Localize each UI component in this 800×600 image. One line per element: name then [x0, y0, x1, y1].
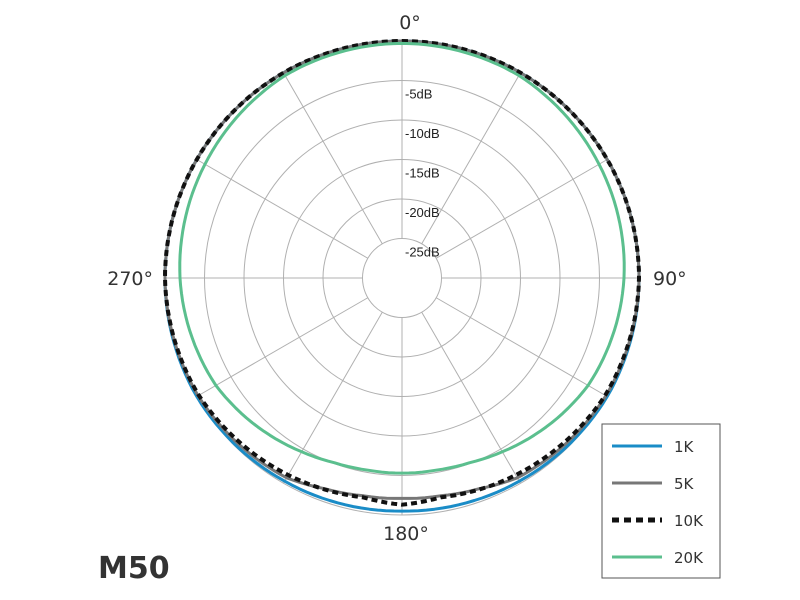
legend-label-5k: 5K [674, 475, 695, 493]
series-line-20k [178, 41, 626, 475]
legend-label-10k: 10K [674, 512, 704, 530]
series-lines [163, 39, 641, 513]
grid-spoke [435, 297, 608, 397]
angle-label-180: 180° [383, 523, 429, 545]
grid-spoke [283, 311, 383, 484]
ring-label: -20dB [405, 205, 440, 220]
legend-label-20k: 20K [674, 549, 704, 567]
grid-spoke [196, 159, 369, 259]
model-title: M50 [98, 551, 170, 586]
angle-label-0: 0° [399, 12, 421, 34]
grid-spoke [283, 72, 383, 245]
ring-label: -15dB [405, 166, 440, 181]
grid-spoke [196, 297, 369, 397]
ring-labels: -5dB -10dB -15dB -20dB -25dB [405, 87, 440, 260]
grid-spoke [421, 311, 521, 484]
angle-label-90: 90° [653, 268, 687, 290]
legend: 1K 5K 10K 20K [601, 423, 721, 579]
angle-label-270: 270° [107, 268, 153, 290]
ring-label: -5dB [405, 87, 432, 102]
polar-grid [164, 40, 640, 516]
grid-spoke [435, 159, 608, 259]
ring-label: -10dB [405, 126, 440, 141]
grid-spoke [421, 72, 521, 245]
angle-labels: 0° 90° 180° 270° [107, 12, 686, 545]
series-line-10k [163, 39, 641, 507]
legend-label-1k: 1K [674, 438, 695, 456]
legend-box [601, 423, 721, 579]
ring-label: -25dB [405, 245, 440, 260]
